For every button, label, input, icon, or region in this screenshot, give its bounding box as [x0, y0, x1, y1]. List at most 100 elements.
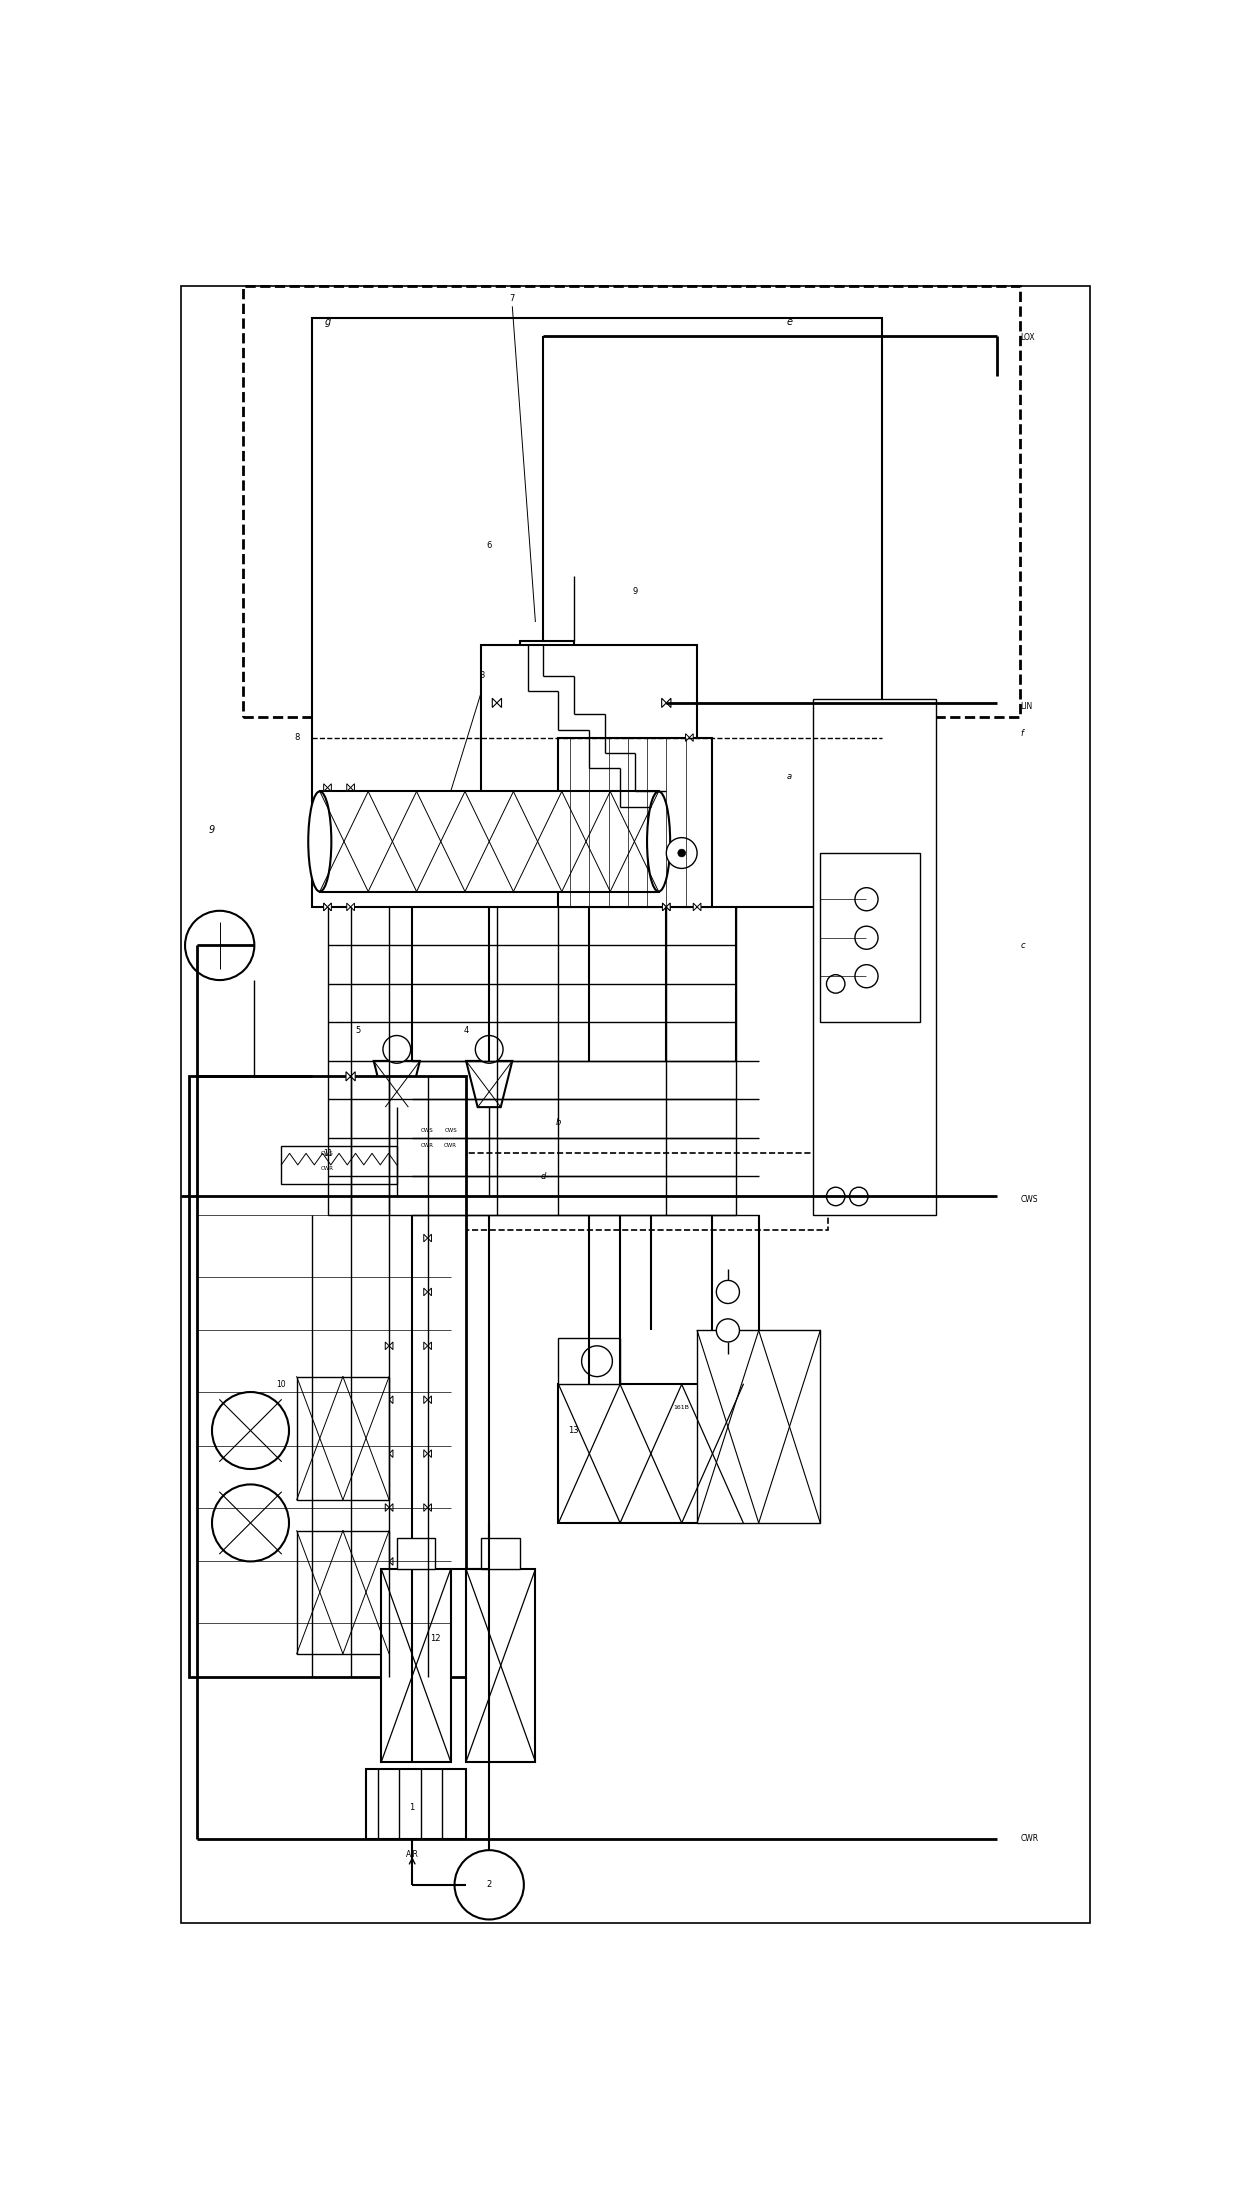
Polygon shape: [389, 1612, 393, 1618]
Polygon shape: [424, 1557, 428, 1566]
Polygon shape: [428, 1557, 432, 1566]
Polygon shape: [386, 1612, 389, 1618]
Bar: [558, 737, 713, 908]
Circle shape: [212, 1393, 289, 1470]
Polygon shape: [386, 1450, 389, 1457]
Polygon shape: [324, 783, 327, 792]
Circle shape: [849, 1188, 868, 1205]
Text: 7: 7: [510, 293, 515, 304]
Text: LOX: LOX: [1021, 332, 1035, 341]
Polygon shape: [666, 903, 670, 910]
Polygon shape: [424, 1450, 428, 1457]
Bar: [520, 641, 574, 702]
Bar: [243, 286, 1021, 717]
Polygon shape: [327, 903, 331, 910]
Bar: [366, 1153, 828, 1231]
Circle shape: [582, 1345, 613, 1376]
Polygon shape: [686, 733, 689, 741]
Text: a: a: [787, 772, 792, 781]
Polygon shape: [424, 1288, 428, 1295]
Text: 9: 9: [208, 824, 215, 835]
Polygon shape: [386, 1395, 389, 1404]
Polygon shape: [424, 1233, 428, 1242]
Text: LIN: LIN: [1021, 702, 1033, 711]
Text: 2: 2: [486, 1881, 492, 1890]
Bar: [697, 1330, 821, 1522]
Polygon shape: [424, 1395, 428, 1404]
Polygon shape: [689, 733, 693, 741]
Polygon shape: [497, 698, 501, 709]
Polygon shape: [424, 1343, 428, 1349]
Text: 161B: 161B: [673, 1404, 689, 1411]
Polygon shape: [389, 1343, 393, 1349]
Polygon shape: [327, 783, 331, 792]
Text: e: e: [786, 317, 792, 326]
Text: 3: 3: [479, 671, 484, 680]
Polygon shape: [347, 903, 351, 910]
Polygon shape: [386, 1505, 389, 1511]
Text: g: g: [325, 317, 331, 326]
Text: 6: 6: [486, 540, 492, 549]
Text: CWR: CWR: [1021, 1835, 1039, 1844]
Bar: [481, 645, 697, 829]
Polygon shape: [351, 903, 355, 910]
Circle shape: [475, 1034, 503, 1063]
Text: 1: 1: [409, 1804, 415, 1813]
Text: b: b: [556, 1118, 562, 1126]
Polygon shape: [428, 1343, 432, 1349]
Circle shape: [185, 910, 254, 980]
Bar: [558, 1384, 743, 1522]
Polygon shape: [351, 1072, 355, 1080]
Circle shape: [678, 849, 686, 857]
Bar: [320, 792, 658, 892]
Polygon shape: [389, 1557, 393, 1566]
Polygon shape: [662, 698, 666, 709]
Text: 11: 11: [322, 1148, 332, 1157]
Bar: [281, 1146, 397, 1183]
Text: CWS: CWS: [321, 1150, 334, 1157]
Polygon shape: [389, 1450, 393, 1457]
Circle shape: [854, 888, 878, 910]
Text: f: f: [1021, 728, 1023, 739]
Ellipse shape: [647, 792, 670, 892]
Bar: [558, 1338, 620, 1384]
Polygon shape: [324, 903, 327, 910]
Text: CWS: CWS: [444, 1128, 458, 1133]
Circle shape: [455, 1850, 523, 1920]
Polygon shape: [346, 1072, 351, 1080]
Text: d: d: [541, 1172, 546, 1181]
Circle shape: [854, 964, 878, 989]
Text: 4: 4: [464, 1026, 469, 1034]
Polygon shape: [662, 903, 666, 910]
Bar: [296, 1376, 389, 1500]
Circle shape: [383, 1034, 410, 1063]
Polygon shape: [327, 903, 331, 910]
Polygon shape: [351, 783, 355, 792]
Polygon shape: [693, 903, 697, 910]
Polygon shape: [389, 1505, 393, 1511]
Polygon shape: [428, 1450, 432, 1457]
Bar: [382, 1568, 450, 1763]
Polygon shape: [428, 1505, 432, 1511]
Text: CWS: CWS: [1021, 1194, 1038, 1205]
Text: 8: 8: [294, 733, 299, 741]
Circle shape: [826, 975, 844, 993]
Text: 10: 10: [277, 1380, 286, 1389]
Polygon shape: [386, 1343, 389, 1349]
Polygon shape: [386, 1557, 389, 1566]
Polygon shape: [662, 903, 666, 910]
Polygon shape: [428, 1395, 432, 1404]
Circle shape: [717, 1319, 739, 1343]
Text: c: c: [1021, 940, 1025, 949]
Text: CWR: CWR: [422, 1144, 434, 1148]
Text: CWR: CWR: [321, 1166, 334, 1172]
Polygon shape: [666, 698, 671, 709]
Ellipse shape: [309, 792, 331, 892]
Polygon shape: [347, 783, 351, 792]
Polygon shape: [428, 1612, 432, 1618]
Circle shape: [212, 1485, 289, 1562]
Bar: [466, 1568, 536, 1763]
Polygon shape: [324, 903, 327, 910]
Polygon shape: [428, 1233, 432, 1242]
Polygon shape: [492, 698, 497, 709]
